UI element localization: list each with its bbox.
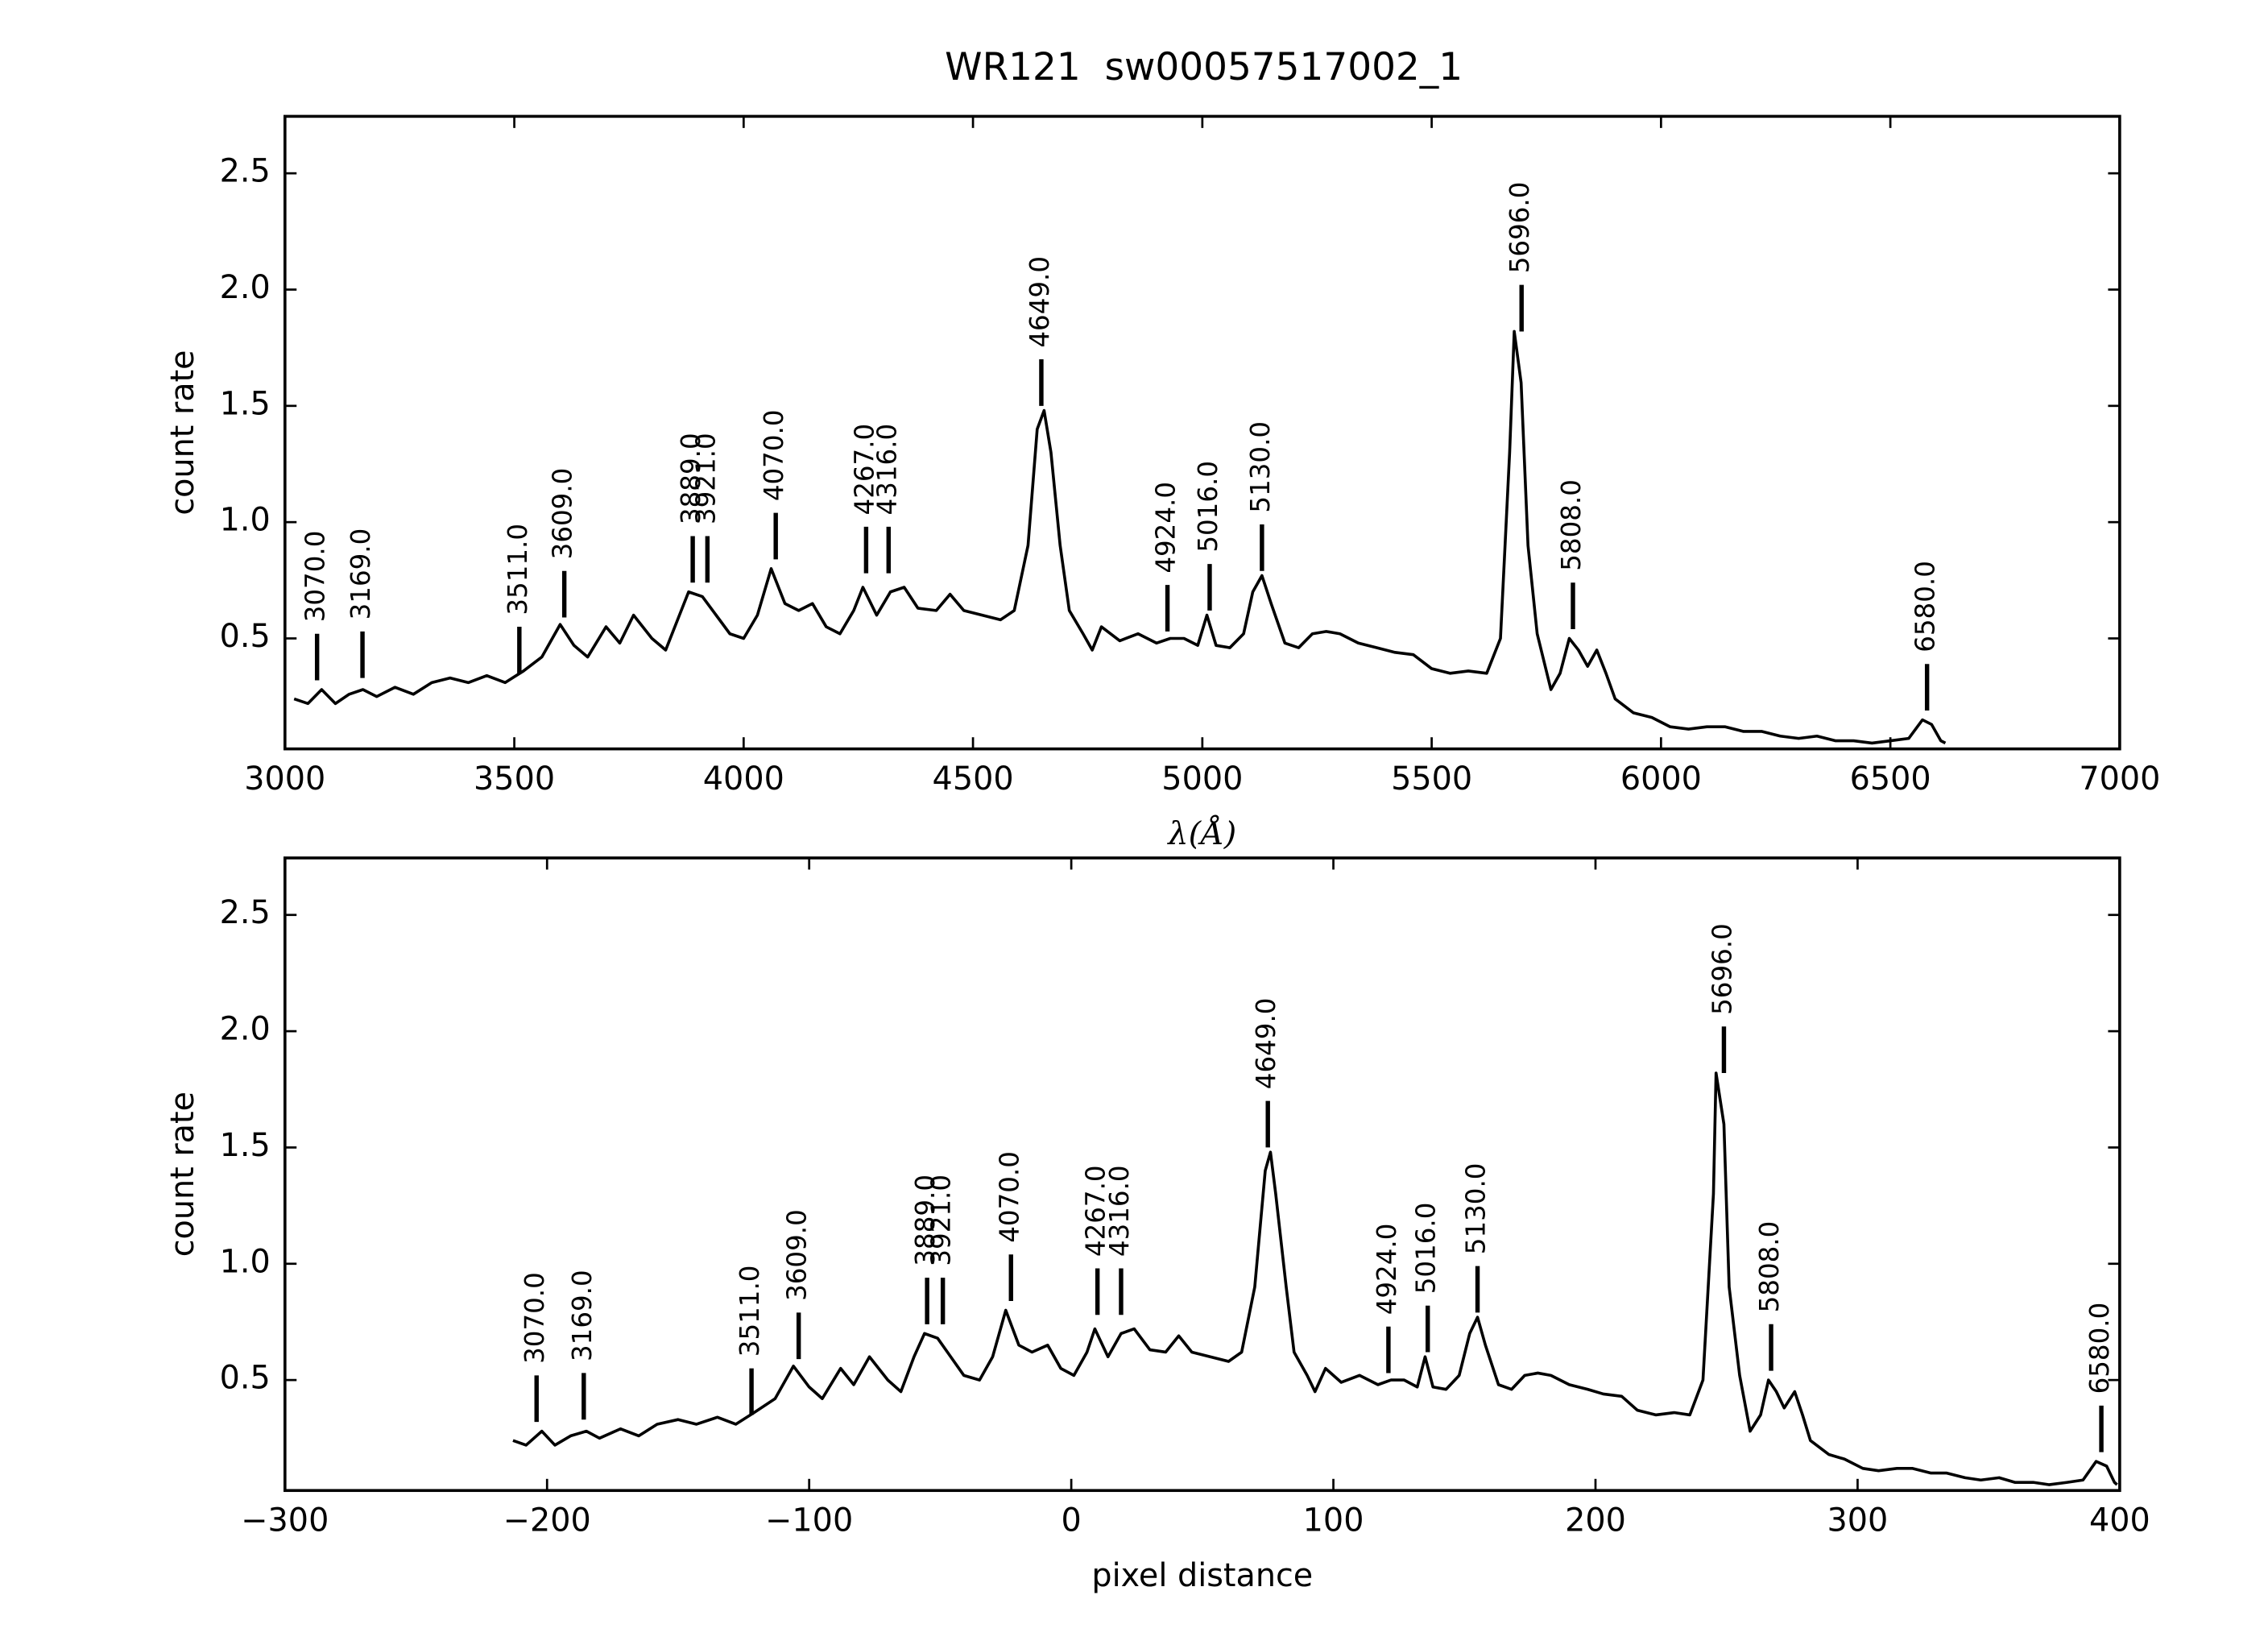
line-label: 3070.0	[300, 531, 331, 623]
y-tick-label: 2.0	[220, 269, 271, 306]
line-label: 3889.0	[676, 433, 706, 524]
plot-frame	[284, 856, 2121, 1493]
line-label: 5808.0	[1754, 1221, 1785, 1313]
line-label: 3169.0	[346, 528, 376, 620]
x-tick-label: 6000	[1620, 760, 1702, 798]
x-axis-label: λ(Å)	[1166, 814, 1236, 852]
line-label: 3889.0	[910, 1175, 941, 1266]
line-label: 4070.0	[759, 409, 789, 501]
y-tick-label: 2.5	[220, 894, 271, 931]
x-tick-label: 3500	[474, 760, 555, 798]
x-tick-label: 200	[1565, 1502, 1626, 1539]
line-label: 5808.0	[1556, 479, 1587, 571]
line-label: 3511.0	[735, 1266, 765, 1357]
y-tick-label: 1.0	[220, 1243, 271, 1280]
y-axis-label: count rate	[164, 1092, 201, 1257]
line-label: 4316.0	[871, 424, 902, 516]
line-label: 4924.0	[1151, 482, 1182, 574]
line-label: 6580.0	[2084, 1303, 2115, 1394]
line-label: 5130.0	[1245, 421, 1276, 513]
line-label: 4649.0	[1251, 998, 1281, 1090]
y-tick-label: 2.5	[220, 153, 271, 190]
y-tick-label: 1.0	[220, 502, 271, 539]
line-label: 6580.0	[1910, 561, 1941, 653]
line-label: 5016.0	[1193, 461, 1223, 553]
x-axis-label: pixel distance	[1091, 1557, 1313, 1594]
line-label: 4316.0	[1104, 1165, 1135, 1257]
line-label: 3921.0	[926, 1175, 957, 1266]
y-tick-label: 2.0	[220, 1011, 271, 1048]
x-tick-label: −100	[765, 1502, 853, 1539]
x-tick-label: 5000	[1161, 760, 1243, 798]
x-tick-label: −200	[503, 1502, 591, 1539]
y-tick-label: 1.5	[220, 1127, 271, 1164]
x-tick-label: 400	[2089, 1502, 2150, 1539]
y-tick-label: 0.5	[220, 618, 271, 655]
x-tick-label: 0	[1061, 1502, 1081, 1539]
line-label: 3609.0	[548, 468, 578, 560]
x-tick-label: 6500	[1850, 760, 1931, 798]
y-axis-label: count rate	[164, 350, 201, 515]
line-label: 5696.0	[1504, 182, 1535, 274]
line-label: 3070.0	[519, 1272, 550, 1364]
y-tick-label: 1.5	[220, 385, 271, 422]
line-label: 4649.0	[1024, 256, 1055, 348]
line-label: 3921.0	[690, 433, 721, 524]
line-label: 4267.0	[1081, 1165, 1111, 1257]
line-label: 3511.0	[503, 524, 533, 615]
x-tick-label: 4500	[933, 760, 1014, 798]
line-label: 3169.0	[567, 1270, 598, 1361]
x-tick-label: 5500	[1391, 760, 1472, 798]
x-tick-label: 100	[1303, 1502, 1364, 1539]
line-label: 4267.0	[849, 424, 879, 516]
spectrum-line	[293, 329, 1947, 745]
spectrum-line	[512, 1071, 2118, 1486]
x-tick-label: 7000	[2079, 760, 2160, 798]
line-label: 5696.0	[1707, 923, 1737, 1015]
x-tick-label: 4000	[703, 760, 784, 798]
x-tick-label: −300	[241, 1502, 329, 1539]
line-label: 3609.0	[782, 1209, 813, 1301]
y-tick-label: 0.5	[220, 1360, 271, 1397]
line-label: 4070.0	[994, 1151, 1024, 1243]
line-label: 5016.0	[1411, 1203, 1442, 1295]
line-label: 5130.0	[1461, 1163, 1492, 1255]
line-label: 4924.0	[1372, 1224, 1402, 1315]
x-tick-label: 300	[1827, 1502, 1889, 1539]
x-tick-label: 3000	[244, 760, 325, 798]
chart-title: WR121 sw00057517002_1	[945, 45, 1463, 89]
